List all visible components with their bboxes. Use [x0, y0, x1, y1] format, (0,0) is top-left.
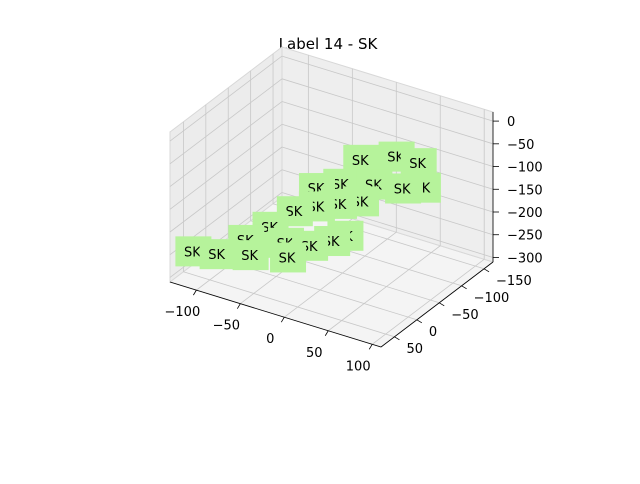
- data-point-marker: [385, 173, 422, 204]
- x-tick-mark: [193, 289, 197, 296]
- z-tick-label: −100: [507, 161, 543, 176]
- data-point: SK: [199, 239, 236, 270]
- chart-title: Label 14 - SK: [279, 35, 379, 53]
- x-tick-mark: [324, 330, 329, 336]
- gridline-z-left: [169, 101, 283, 187]
- y-tick-label: 50: [406, 342, 423, 357]
- data-point: SK: [385, 173, 422, 204]
- gridline-z-left: [169, 78, 283, 165]
- data-point: SK: [276, 196, 313, 227]
- data-point-label: SK: [241, 249, 258, 264]
- data-point-label: SK: [409, 157, 426, 172]
- y-tick-label: 0: [429, 325, 437, 340]
- z-tick-label: 0: [507, 115, 515, 130]
- gridline-z-right: [281, 78, 494, 145]
- y-tick-mark: [461, 285, 467, 290]
- y-tick-label: −100: [474, 291, 510, 306]
- x-tick-mark: [236, 303, 241, 309]
- data-point-label: SK: [285, 205, 302, 220]
- y-tick-label: −50: [451, 308, 478, 323]
- x-tick-mark: [280, 317, 285, 323]
- y-tick-mark: [416, 319, 423, 324]
- z-tick-label: −300: [507, 251, 543, 266]
- x-tick-label: 0: [266, 332, 274, 347]
- data-point-label: SK: [279, 251, 296, 266]
- data-point-label: SK: [184, 245, 201, 260]
- data-point: SK: [232, 240, 269, 271]
- z-tick-label: −50: [507, 138, 534, 153]
- data-point-marker: [270, 242, 307, 273]
- x-tick-label: −100: [165, 305, 201, 320]
- y-tick-mark: [439, 302, 445, 307]
- gridline-z-right: [281, 55, 494, 122]
- data-point-marker: [199, 239, 236, 270]
- x-tick-mark: [368, 344, 373, 350]
- gridline-z-left: [169, 146, 283, 233]
- data-point-label: SK: [394, 182, 411, 197]
- z-tick-label: −150: [507, 183, 543, 198]
- data-point-label: SK: [387, 151, 404, 166]
- data-point-label: SK: [208, 248, 225, 263]
- tick-labels: −100 −50 0 50 100 −150 −100 −50 0 50 0 −50 −100 −150 −…: [165, 115, 543, 374]
- x-tick-label: 50: [306, 346, 323, 361]
- gridline-x-floor: [284, 231, 397, 318]
- axes-lines: [169, 112, 499, 350]
- gridline-x-floor: [371, 258, 485, 345]
- x-axis-line: [169, 281, 382, 348]
- y-tick-mark: [483, 268, 490, 273]
- gridline-x-floor: [328, 245, 441, 332]
- z-tick-label: −200: [507, 206, 543, 221]
- gridline-z-left: [169, 123, 283, 210]
- data-point: SK: [270, 242, 307, 273]
- gridline-z-right: [281, 101, 494, 167]
- gridline-z-left: [169, 55, 283, 142]
- data-points: SKSKSKSKSKSKSKSKSKSKSKSKSKSKSKSKSKSKSKSK…: [175, 141, 441, 273]
- y-tick-mark: [394, 336, 400, 341]
- gridline-y-floor: [183, 271, 395, 338]
- x-tick-label: 100: [346, 359, 371, 374]
- data-point-label: SK: [352, 154, 369, 169]
- y-tick-label: −150: [496, 274, 532, 289]
- data-point-marker: [232, 240, 269, 271]
- z-tick-label: −250: [507, 229, 543, 244]
- x-tick-label: −50: [213, 319, 240, 334]
- y-axis-line: [380, 261, 494, 348]
